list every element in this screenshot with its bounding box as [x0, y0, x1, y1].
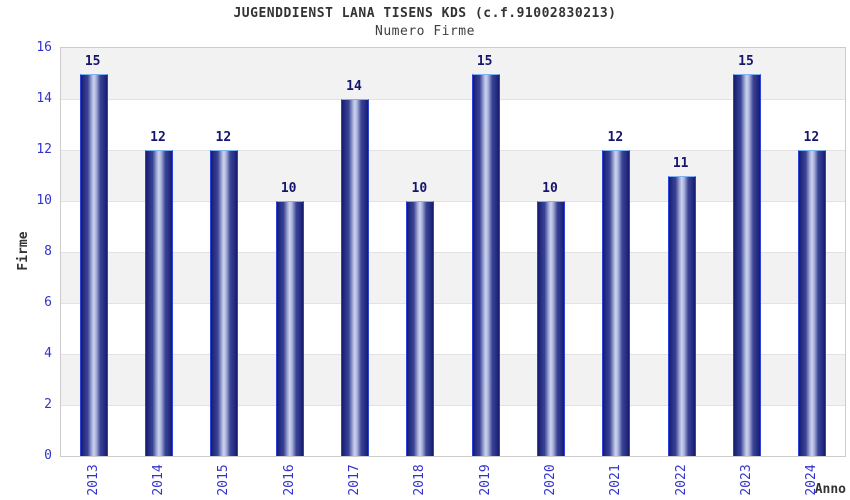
- bar-value-label: 15: [738, 53, 754, 69]
- y-tick-label: 16: [36, 40, 52, 55]
- bar-value-label: 10: [280, 181, 297, 196]
- bar-value-label: 12: [803, 130, 820, 145]
- plot-band: [61, 99, 845, 150]
- plot-band: [61, 48, 845, 99]
- gridline: [61, 201, 845, 202]
- plot-band: [61, 150, 845, 201]
- bar-2020: [537, 201, 565, 456]
- bar-value-label: 12: [150, 130, 166, 145]
- y-tick-label: 10: [36, 193, 52, 208]
- bar-2022: [667, 175, 696, 456]
- chart-title: JUGENDDIENST LANA TISENS KDS (c.f.910028…: [233, 6, 617, 21]
- gridline: [61, 99, 845, 100]
- bar-value-label: 14: [346, 79, 362, 94]
- gridline: [61, 150, 845, 151]
- x-tick-label: 2014: [151, 464, 166, 496]
- gridline: [61, 354, 845, 355]
- bar-2018: [406, 201, 435, 456]
- bar-2013: [79, 73, 108, 456]
- plot-band: [61, 354, 845, 405]
- plot-band: [61, 201, 845, 252]
- bar-value-label: 10: [542, 181, 558, 196]
- x-tick-label: 2016: [281, 464, 297, 496]
- x-tick-label: 2023: [739, 464, 754, 496]
- bar-value-label: 12: [215, 130, 232, 145]
- x-tick-label: 2020: [543, 464, 558, 496]
- plot-area: [60, 47, 846, 457]
- gridline: [61, 405, 845, 406]
- x-tick-label: 2019: [477, 464, 493, 496]
- y-tick-label: 14: [36, 91, 52, 106]
- bar-value-label: 10: [411, 181, 428, 196]
- bar-2017: [341, 99, 369, 456]
- x-tick-label: 2013: [85, 464, 101, 496]
- gridline: [61, 303, 845, 304]
- bar-2016: [275, 201, 304, 456]
- x-tick-label: 2022: [673, 464, 689, 496]
- y-tick-label: 0: [44, 448, 52, 463]
- bar-2019: [471, 73, 500, 456]
- plot-band: [61, 252, 845, 303]
- bar-2023: [733, 73, 761, 456]
- x-tick-label: 2018: [412, 464, 428, 496]
- plot-band: [61, 405, 845, 456]
- bar-value-label: 11: [672, 155, 689, 171]
- y-tick-label: 12: [36, 142, 52, 157]
- chart-subtitle: Numero Firme: [375, 24, 475, 39]
- bar-value-label: 12: [607, 130, 624, 145]
- y-tick-label: 8: [44, 244, 52, 259]
- plot-band: [61, 303, 845, 354]
- bar-2024: [798, 150, 827, 456]
- x-tick-label: 2017: [347, 464, 362, 496]
- bar-value-label: 15: [84, 53, 101, 69]
- bar-2015: [210, 150, 239, 456]
- bar-2021: [602, 150, 631, 456]
- y-tick-label: 2: [44, 397, 52, 412]
- x-tick-label: 2021: [608, 464, 624, 496]
- gridline: [61, 252, 845, 253]
- bar-value-label: 15: [476, 53, 493, 69]
- y-tick-label: 6: [44, 295, 52, 310]
- x-axis-title: Anno: [814, 482, 846, 497]
- y-tick-label: 4: [44, 346, 52, 361]
- bar-2014: [145, 150, 173, 456]
- x-tick-label: 2015: [216, 464, 232, 496]
